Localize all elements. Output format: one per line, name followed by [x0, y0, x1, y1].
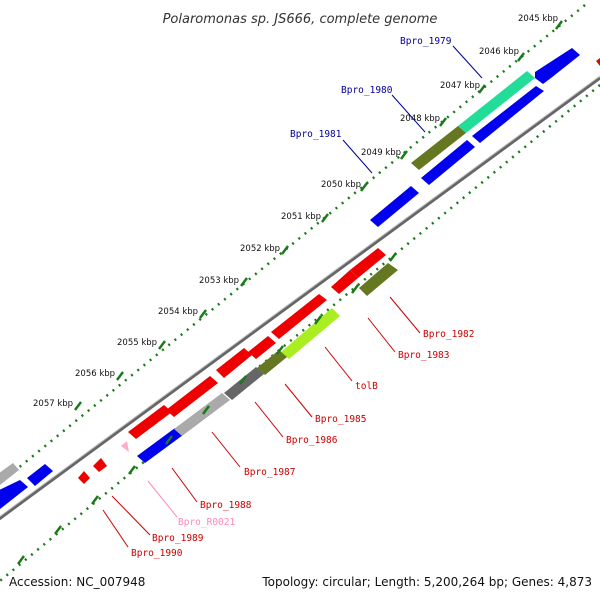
kbp-tick-label: 2052 kbp [240, 244, 280, 254]
gene-arrow[interactable] [350, 248, 386, 278]
gene-label[interactable]: Bpro_1979 [400, 36, 452, 47]
tick-mark [439, 117, 447, 127]
tick-mark [517, 52, 525, 62]
gene-label[interactable]: Bpro_1985 [315, 414, 366, 425]
gene-label[interactable]: tolB [355, 381, 378, 392]
gene-arrow[interactable] [128, 405, 172, 439]
kbp-tick-label: 2057 kbp [33, 399, 73, 409]
tick-mark [314, 315, 322, 325]
tick-mark [165, 435, 173, 445]
tick-mark [158, 340, 166, 350]
gene-arrow[interactable] [596, 58, 600, 66]
gene-arrow[interactable] [331, 270, 358, 294]
tick-mark [199, 309, 207, 319]
gene-label[interactable]: Bpro_1983 [398, 350, 449, 361]
gene-arrow[interactable] [93, 458, 107, 472]
kbp-tick-label: 2045 kbp [518, 14, 558, 24]
kbp-tick-label: 2056 kbp [75, 369, 115, 379]
inner-tick-guide [0, 84, 600, 583]
gene-arrow[interactable] [370, 186, 419, 227]
kbp-tick-label: 2053 kbp [199, 276, 239, 286]
gene-arrow[interactable] [224, 367, 264, 400]
kbp-tick-label: 2051 kbp [281, 212, 321, 222]
tick-mark [74, 401, 82, 411]
gene-arrow[interactable] [271, 294, 327, 339]
tick-mark [389, 252, 397, 262]
gene-label[interactable]: Bpro_1987 [244, 467, 295, 478]
gene-arrow[interactable] [0, 463, 19, 489]
gene-arrow[interactable] [174, 393, 230, 436]
tick-mark [240, 277, 248, 287]
gene-arrow[interactable] [78, 471, 90, 484]
forward-strand-genes [0, 48, 580, 513]
gene-label[interactable]: Bpro_1990 [131, 548, 183, 559]
forward-gene-labels: Bpro_1979 Bpro_1980 Bpro_1981 [290, 36, 452, 140]
gene-arrow[interactable] [421, 140, 475, 185]
kbp-tick-label: 2049 kbp [361, 148, 401, 158]
tick-mark [239, 375, 247, 385]
genome-backbone [0, 76, 600, 521]
gene-label[interactable]: Bpro_1988 [200, 500, 252, 511]
map-title: Polaromonas sp. JS666, complete genome [163, 12, 438, 27]
gene-arrow[interactable] [535, 48, 580, 84]
gene-label[interactable]: Bpro_1980 [341, 85, 393, 96]
outer-tick-guide [0, 4, 586, 485]
gene-arrow[interactable] [257, 350, 287, 375]
major-tick-marks [17, 20, 563, 565]
kbp-tick-label: 2055 kbp [117, 338, 157, 348]
tick-mark [54, 525, 62, 535]
kbp-tick-labels: 2045 kbp 2046 kbp 2047 kbp 2048 kbp 2049… [33, 14, 558, 409]
tick-mark [116, 371, 124, 381]
gene-arrow[interactable] [248, 336, 276, 359]
tick-mark [128, 465, 136, 475]
gene-arrow[interactable] [121, 441, 129, 452]
kbp-tick-label: 2050 kbp [321, 180, 361, 190]
tick-mark [351, 284, 359, 294]
kbp-tick-label: 2054 kbp [158, 307, 198, 317]
gene-label[interactable]: Bpro_R0021 [178, 517, 235, 528]
gene-arrow[interactable] [27, 464, 53, 486]
gene-arrow[interactable] [137, 428, 183, 463]
kbp-tick-label: 2047 kbp [440, 81, 480, 91]
genome-backbone-highlight [0, 75, 600, 517]
accession-text: Accession: NC_007948 [9, 575, 145, 589]
tick-mark [555, 20, 563, 30]
tick-mark [202, 405, 210, 415]
gene-label[interactable]: Bpro_1989 [152, 533, 204, 544]
gene-arrow[interactable] [472, 86, 544, 143]
gene-label[interactable]: Bpro_1986 [286, 435, 338, 446]
tick-mark [91, 495, 99, 505]
reverse-label-leaders [102, 296, 421, 548]
gene-arrow[interactable] [281, 308, 340, 359]
gene-arrow[interactable] [0, 480, 28, 513]
gene-arrow[interactable] [411, 126, 466, 170]
gene-label[interactable]: Bpro_1982 [423, 329, 474, 340]
tick-mark [360, 182, 368, 192]
tick-mark [17, 555, 25, 565]
gene-arrow[interactable] [216, 348, 252, 378]
rna-label-leader [147, 480, 178, 518]
kbp-tick-label: 2048 kbp [400, 114, 440, 124]
tick-mark [478, 84, 486, 94]
forward-label-leaders [342, 45, 483, 174]
tick-mark [321, 213, 329, 223]
gene-arrow[interactable] [359, 263, 398, 296]
gene-label[interactable]: Bpro_1981 [290, 129, 342, 140]
tick-mark [281, 245, 289, 255]
reverse-gene-labels: Bpro_1982 Bpro_1983 tolB Bpro_1985 Bpro_… [131, 329, 474, 559]
tick-mark [400, 150, 408, 160]
reverse-strand-genes [78, 58, 600, 484]
kbp-tick-label: 2046 kbp [479, 47, 519, 57]
genome-stats-text: Topology: circular; Length: 5,200,264 bp… [261, 575, 592, 589]
gene-arrow[interactable] [166, 376, 218, 417]
tick-mark [276, 345, 284, 355]
gene-arrow[interactable] [458, 71, 535, 133]
